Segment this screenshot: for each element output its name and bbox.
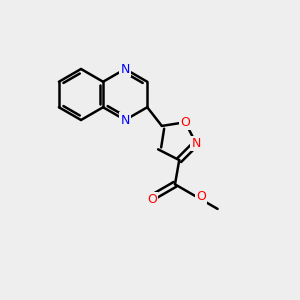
Text: O: O [180,116,190,129]
Text: N: N [121,113,130,127]
Text: N: N [121,62,130,76]
Text: O: O [147,193,157,206]
Text: O: O [196,190,206,203]
Text: N: N [191,137,201,150]
